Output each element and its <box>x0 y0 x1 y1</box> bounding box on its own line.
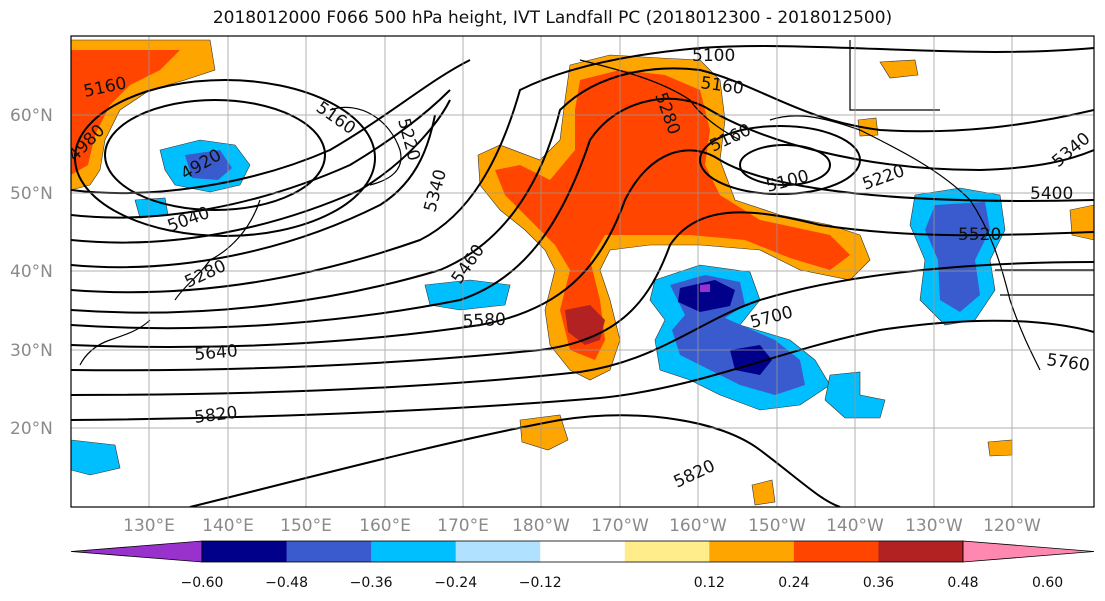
lon-label-150w: 150°W <box>748 516 806 536</box>
colorbar-segment <box>202 541 288 562</box>
ivt-positive-nw-strong <box>71 50 180 175</box>
lon-label-170e: 170°E <box>437 516 489 536</box>
ivt-positive-small-4 <box>987 439 1013 457</box>
ivt-positive-small-2 <box>879 59 919 79</box>
lon-label-150e: 150°E <box>280 516 332 536</box>
lat-label-20n: 20°N <box>10 419 53 439</box>
contour-label: 5580 <box>462 310 506 332</box>
colorbar-segment <box>793 541 879 562</box>
lon-label-140w: 140°W <box>826 516 884 536</box>
lon-label-160w: 160°W <box>669 516 727 536</box>
ivt-positive-small-3 <box>1069 204 1094 241</box>
colorbar-tick-label: −0.12 <box>519 575 562 591</box>
ivt-positive-small-1 <box>519 414 569 451</box>
lon-label-170w: 170°W <box>591 516 649 536</box>
colorbar-segment <box>624 541 710 562</box>
ivt-negative-west-coast-strong <box>925 202 990 312</box>
contour-label: 5520 <box>958 225 1001 245</box>
ivt-negative-japan-sea-strong <box>185 150 232 180</box>
map-frame <box>70 35 1095 508</box>
lon-label-160e: 160°E <box>359 516 411 536</box>
map-title: 2018012000 F066 500 hPa height, IVT Land… <box>212 8 893 28</box>
colorbar-tick-label: 0.60 <box>1032 575 1063 591</box>
lon-label-130w: 130°W <box>905 516 963 536</box>
lon-label-120w: 120°W <box>983 516 1041 536</box>
colorbar-tick-label: 0.48 <box>947 575 978 591</box>
map-gridlines <box>71 36 1094 507</box>
ivt-negative-small-1 <box>424 279 511 311</box>
ivt-shading <box>71 39 1094 507</box>
ivt-positive-small-5 <box>751 479 776 506</box>
latitude-labels: 60°N 50°N 40°N 30°N 20°N <box>10 106 53 439</box>
lat-label-50n: 50°N <box>10 184 53 204</box>
colorbar-segment <box>709 541 795 562</box>
contour-label: 5400 <box>1030 184 1073 204</box>
contour-label: 5640 <box>194 341 239 365</box>
colorbar-tick-label: 0.12 <box>694 575 725 591</box>
colorbar-extend-max <box>962 540 1095 563</box>
lon-label-180w: 180°W <box>512 516 570 536</box>
lat-label-40n: 40°N <box>10 262 53 282</box>
colorbar-segment <box>371 541 457 562</box>
ivt-negative-purple <box>700 284 710 292</box>
colorbar-outline <box>201 540 964 563</box>
colorbar-tick-label: −0.48 <box>265 575 308 591</box>
contour-label: 5100 <box>692 46 735 66</box>
lon-label-140e: 140°E <box>202 516 254 536</box>
ivt-negative-central-darkest <box>678 280 735 312</box>
colorbar-segment <box>286 541 372 562</box>
ivt-negative-small-3 <box>71 439 121 476</box>
colorbar-tick-label: −0.24 <box>434 575 477 591</box>
lat-label-30n: 30°N <box>10 341 53 361</box>
colorbar-segment <box>455 541 541 562</box>
colorbar-segment <box>878 541 964 562</box>
colorbar-extend-min <box>70 540 203 563</box>
colorbar-segment <box>540 541 626 562</box>
colorbar-tick-label: −0.60 <box>181 575 224 591</box>
ivt-positive-pacific-strong <box>495 70 850 360</box>
colorbar-tick-label: −0.36 <box>350 575 393 591</box>
colorbar: −0.60 −0.48 −0.36 −0.24 −0.12 0.12 0.24 0.36 0.4… <box>70 540 1095 591</box>
colorbar-tick-label: 0.24 <box>778 575 809 591</box>
colorbar-tick-label: 0.36 <box>863 575 894 591</box>
lon-label-130e: 130°E <box>123 516 175 536</box>
longitude-labels: 130°E 140°E 150°E 160°E 170°E 180°W 170°… <box>123 516 1041 536</box>
height-contours <box>71 45 1094 507</box>
lat-label-60n: 60°N <box>10 106 53 126</box>
